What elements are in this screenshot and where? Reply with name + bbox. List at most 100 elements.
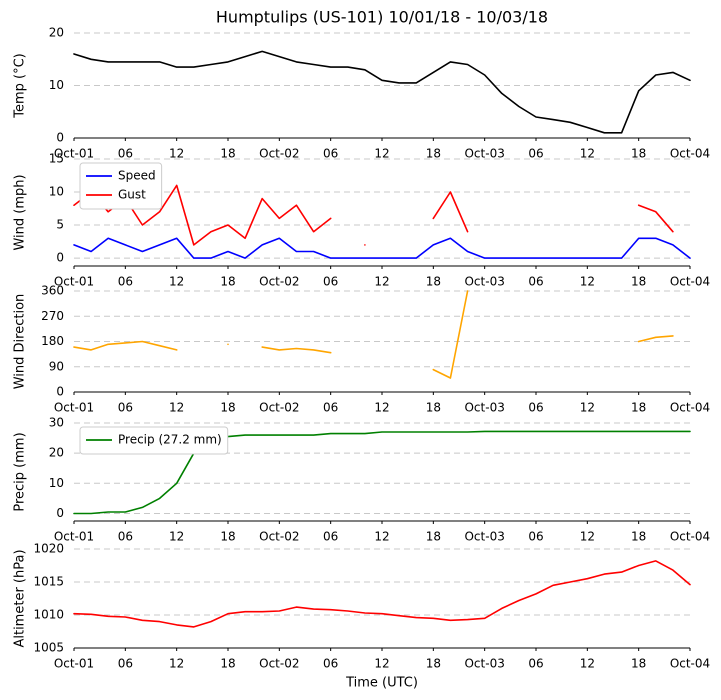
y-tick-label: 5 (56, 218, 64, 232)
x-tick-label: 18 (631, 657, 646, 671)
x-tick-label: Oct-02 (259, 275, 299, 289)
x-tick-label: 18 (220, 657, 235, 671)
x-tick-label: 06 (118, 530, 133, 544)
x-tick-label: 12 (374, 657, 389, 671)
x-tick-label: 18 (220, 530, 235, 544)
y-axis-label: Altimeter (hPa) (13, 549, 28, 647)
y-tick-label: 10 (49, 185, 64, 199)
x-tick-label: 06 (118, 401, 133, 415)
legend-box (79, 162, 163, 210)
x-tick-label: 18 (631, 275, 646, 289)
y-axis-label: Wind Direction (13, 294, 28, 390)
y-tick-label: 20 (49, 26, 64, 40)
y-tick-label: 1005 (33, 641, 64, 655)
x-tick-label: 12 (374, 401, 389, 415)
x-tick-label: 12 (580, 530, 595, 544)
x-tick-label: 18 (426, 657, 441, 671)
y-axis-label: Temp (°C) (13, 53, 28, 119)
x-tick-label: 18 (631, 401, 646, 415)
x-tick-label: Oct-03 (464, 275, 504, 289)
y-tick-label: 10 (49, 476, 64, 490)
x-tick-label: 18 (631, 147, 646, 161)
y-tick-label: 1010 (33, 608, 64, 622)
x-tick-label: Oct-01 (54, 275, 94, 289)
x-tick-label: 18 (426, 275, 441, 289)
x-tick-label: 18 (426, 401, 441, 415)
x-tick-label: 12 (374, 147, 389, 161)
y-tick-label: 270 (41, 309, 64, 323)
x-tick-label: 12 (374, 530, 389, 544)
x-tick-label: 18 (631, 530, 646, 544)
x-tick-label: 18 (426, 530, 441, 544)
x-tick-label: 06 (528, 530, 543, 544)
x-tick-label: Oct-04 (670, 657, 710, 671)
x-tick-label: Oct-04 (670, 147, 710, 161)
legend-label: Precip (27.2 mm) (118, 433, 222, 447)
y-tick-label: 0 (56, 251, 64, 265)
chart-title: Humptulips (US-101) 10/01/18 - 10/03/18 (216, 8, 548, 27)
y-tick-label: 30 (49, 416, 64, 430)
x-tick-label: 06 (323, 401, 338, 415)
y-tick-label: 180 (41, 334, 64, 348)
x-tick-label: 12 (169, 401, 184, 415)
x-tick-label: 06 (323, 147, 338, 161)
x-tick-label: 18 (426, 147, 441, 161)
y-tick-label: 0 (56, 131, 64, 145)
x-tick-label: Oct-01 (54, 147, 94, 161)
x-tick-label: 12 (169, 147, 184, 161)
y-axis-label: Precip (mm) (13, 432, 28, 511)
legend-label: Gust (118, 188, 146, 202)
x-tick-label: 06 (118, 147, 133, 161)
series-line (73, 184, 674, 246)
y-tick-label: 10 (49, 78, 64, 92)
x-tick-label: 12 (169, 657, 184, 671)
x-tick-label: Oct-04 (670, 530, 710, 544)
x-tick-label: 18 (220, 147, 235, 161)
series-line (73, 290, 674, 379)
x-tick-label: Oct-04 (670, 401, 710, 415)
x-tick-label: 06 (528, 401, 543, 415)
x-tick-label: Oct-01 (54, 657, 94, 671)
x-tick-label: 12 (374, 275, 389, 289)
x-tick-label: 06 (528, 657, 543, 671)
x-tick-label: Oct-03 (464, 530, 504, 544)
x-tick-label: Oct-03 (464, 401, 504, 415)
y-tick-label: 360 (41, 284, 64, 298)
x-tick-label: 06 (323, 657, 338, 671)
x-tick-label: 18 (220, 401, 235, 415)
x-axis-label: Time (UTC) (345, 676, 418, 691)
x-tick-label: 06 (118, 275, 133, 289)
series-line (73, 430, 691, 515)
x-tick-label: Oct-02 (259, 147, 299, 161)
x-tick-label: Oct-03 (464, 657, 504, 671)
x-tick-label: 12 (580, 147, 595, 161)
x-tick-label: 18 (220, 275, 235, 289)
y-tick-label: 90 (49, 359, 64, 373)
x-tick-label: 12 (580, 275, 595, 289)
x-tick-label: 12 (580, 401, 595, 415)
y-tick-label: 0 (56, 506, 64, 520)
y-tick-label: 1020 (33, 542, 64, 556)
x-tick-label: 06 (323, 530, 338, 544)
x-tick-label: 06 (323, 275, 338, 289)
series-line (73, 50, 691, 134)
y-tick-label: 15 (49, 152, 64, 166)
x-tick-label: 12 (580, 657, 595, 671)
x-tick-label: 06 (528, 147, 543, 161)
x-tick-label: Oct-03 (464, 147, 504, 161)
x-tick-label: Oct-04 (670, 275, 710, 289)
y-axis-label: Wind (mph) (13, 174, 28, 250)
x-tick-label: Oct-01 (54, 530, 94, 544)
series-line (73, 237, 691, 259)
x-tick-label: 12 (169, 275, 184, 289)
y-tick-label: 1015 (33, 575, 64, 589)
y-tick-label: 20 (49, 446, 64, 460)
x-tick-label: Oct-02 (259, 530, 299, 544)
series-line (73, 560, 691, 628)
y-tick-label: 0 (56, 385, 64, 399)
legend-label: Speed (118, 169, 156, 183)
x-tick-label: Oct-02 (259, 401, 299, 415)
x-tick-label: Oct-01 (54, 401, 94, 415)
x-tick-label: Oct-02 (259, 657, 299, 671)
